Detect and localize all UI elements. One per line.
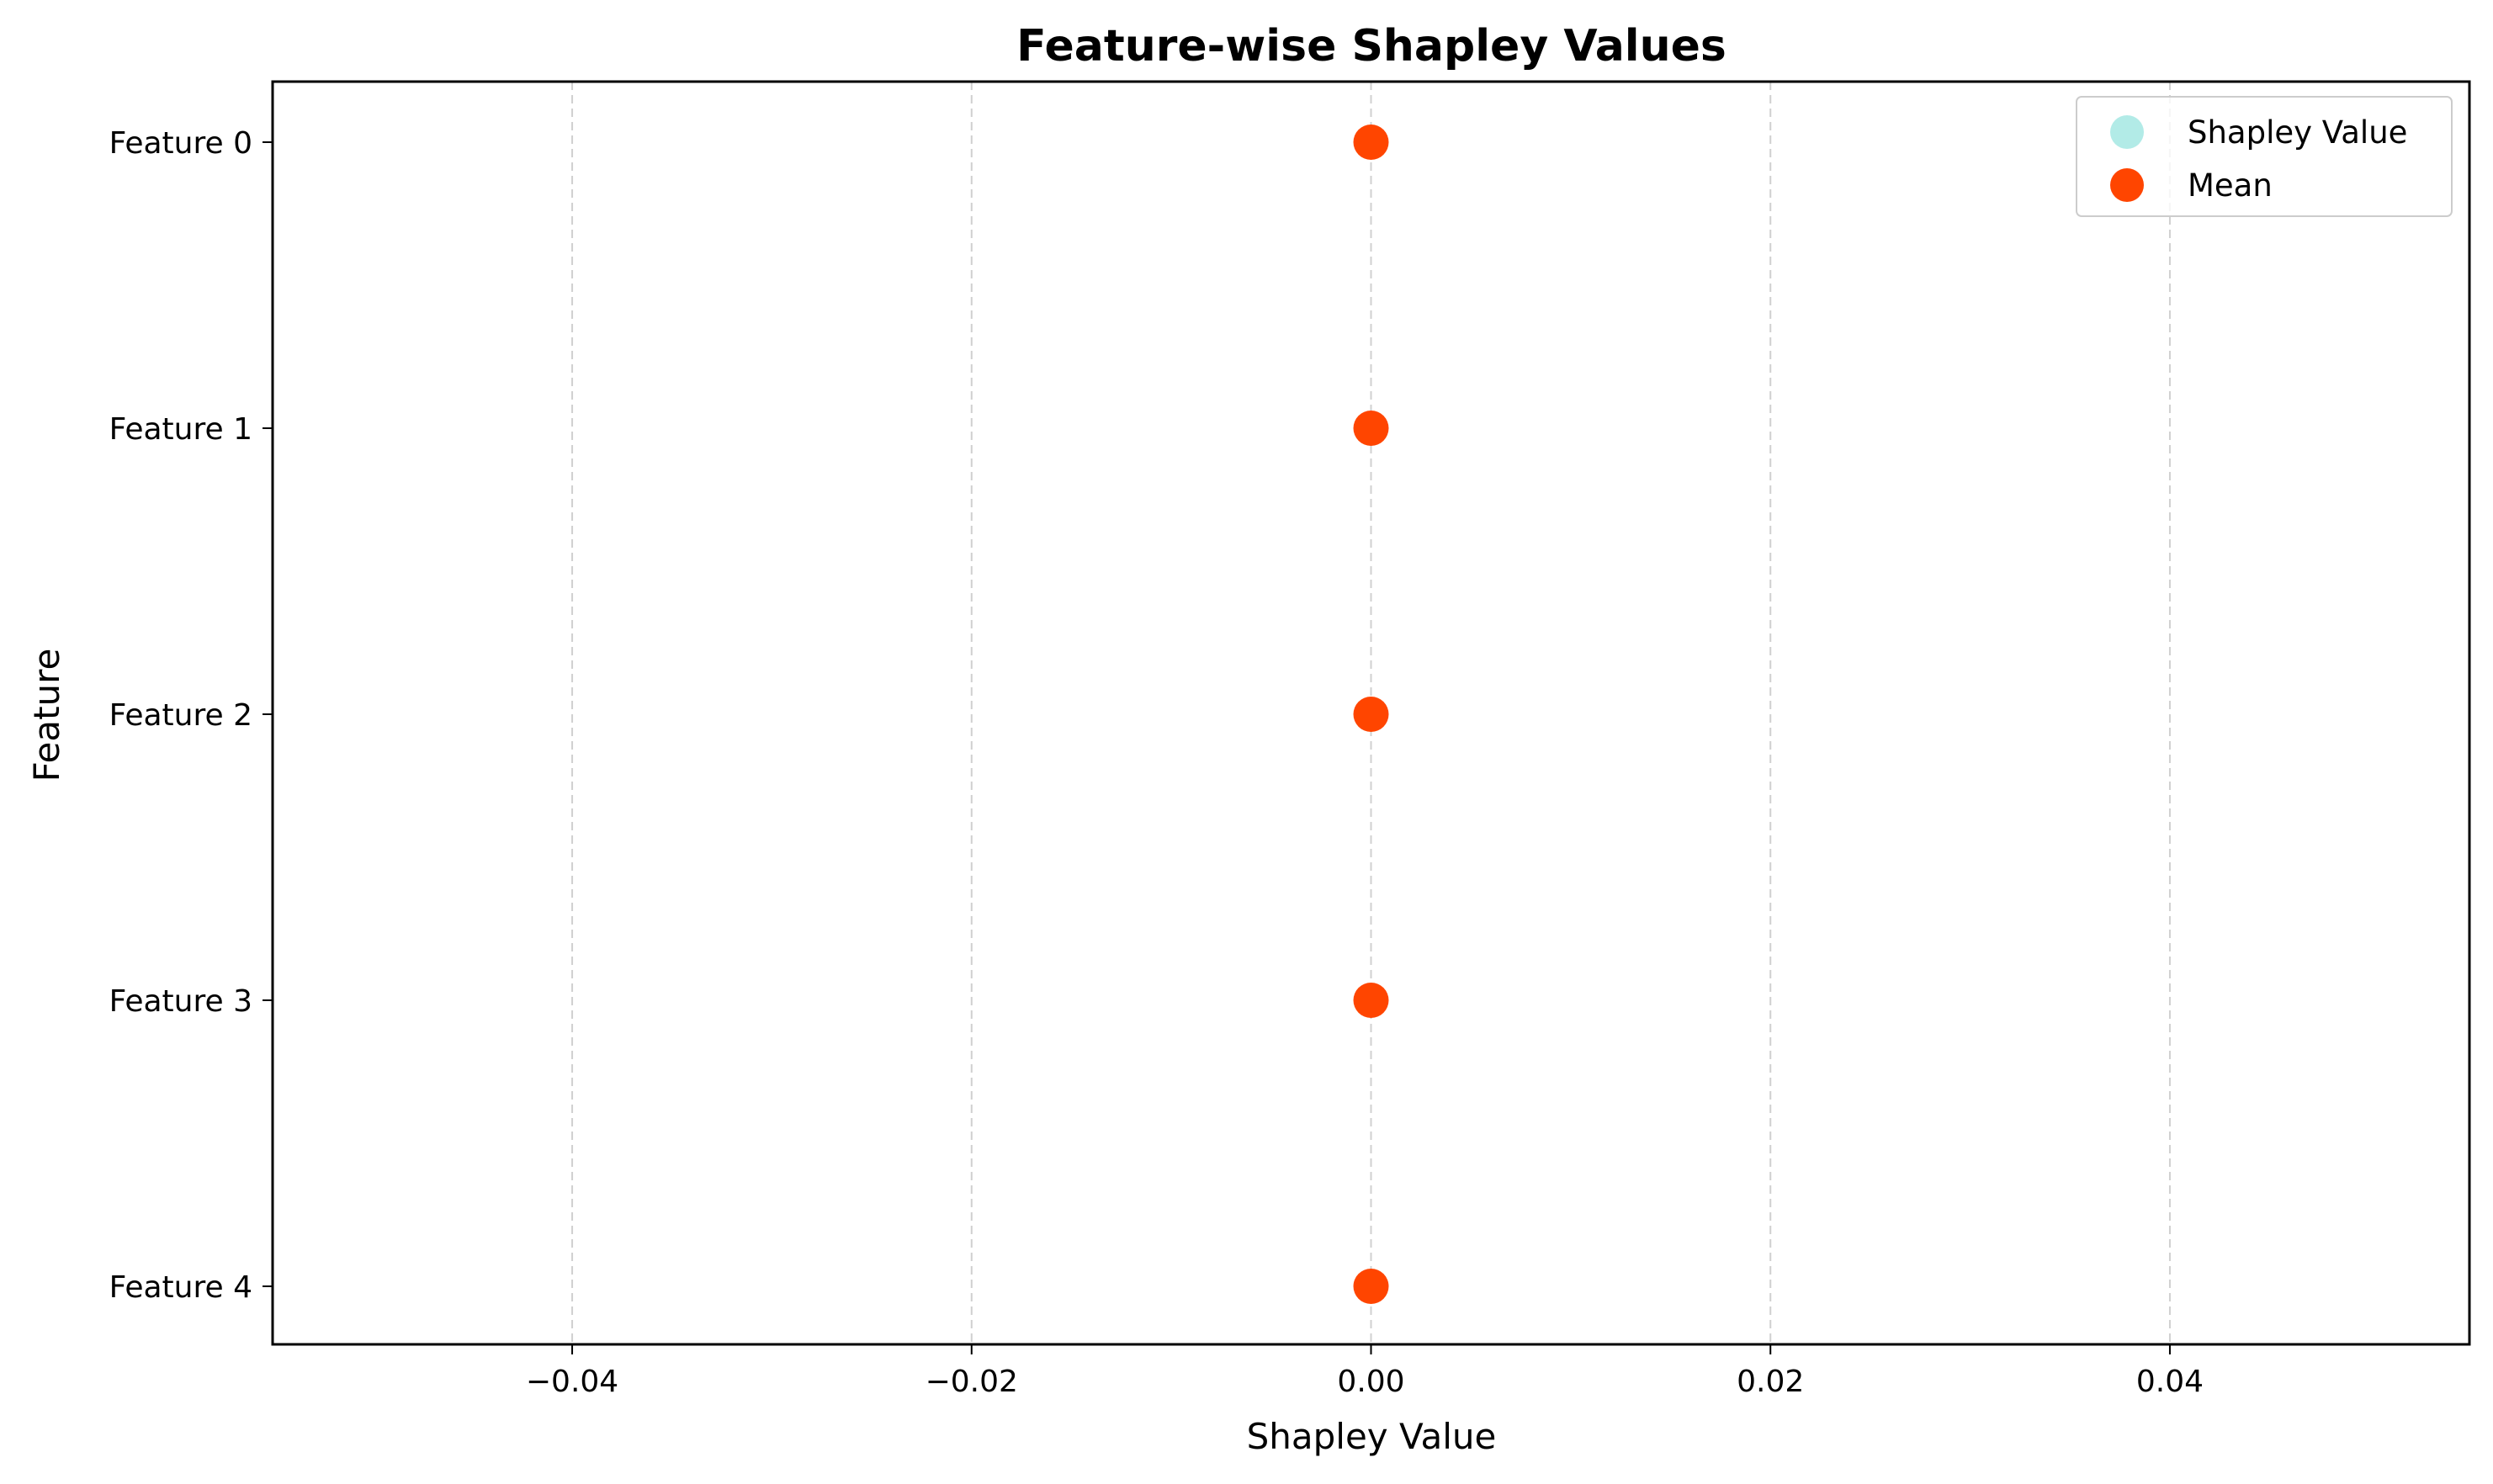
legend-marker — [2110, 168, 2144, 202]
data-points — [1353, 125, 1389, 1304]
y-tick-label: Feature 2 — [109, 698, 252, 733]
mean-point — [1353, 697, 1389, 732]
y-axis-ticks: Feature 0 Feature 1 Feature 2 Feature 3 Feat… — [109, 126, 273, 1305]
y-tick-label: Feature 1 — [109, 412, 252, 447]
x-tick-label: 0.00 — [1337, 1365, 1404, 1399]
legend-label: Shapley Value — [2188, 114, 2407, 151]
x-axis-ticks: −0.04 −0.02 0.00 0.02 0.04 — [526, 1344, 2204, 1399]
y-tick-label: Feature 4 — [109, 1270, 252, 1305]
x-tick-label: −0.04 — [526, 1365, 618, 1399]
legend: Shapley Value Mean — [2076, 96, 2453, 217]
grid-lines — [571, 82, 2171, 1344]
mean-point — [1353, 125, 1389, 160]
chart-title: Feature-wise Shapley Values — [1016, 21, 1727, 72]
x-tick-label: 0.04 — [2136, 1365, 2204, 1399]
y-axis-title: Feature — [26, 649, 67, 782]
x-tick-label: −0.02 — [926, 1365, 1018, 1399]
x-tick-label: 0.02 — [1737, 1365, 1804, 1399]
legend-marker — [2110, 115, 2144, 149]
mean-point — [1353, 1269, 1389, 1304]
mean-point — [1353, 411, 1389, 446]
y-tick-label: Feature 0 — [109, 126, 252, 161]
legend-box — [2076, 96, 2453, 217]
legend-label: Mean — [2188, 167, 2273, 204]
mean-point — [1353, 983, 1389, 1018]
x-axis-title: Shapley Value — [1247, 1416, 1497, 1457]
y-tick-label: Feature 3 — [109, 984, 252, 1019]
